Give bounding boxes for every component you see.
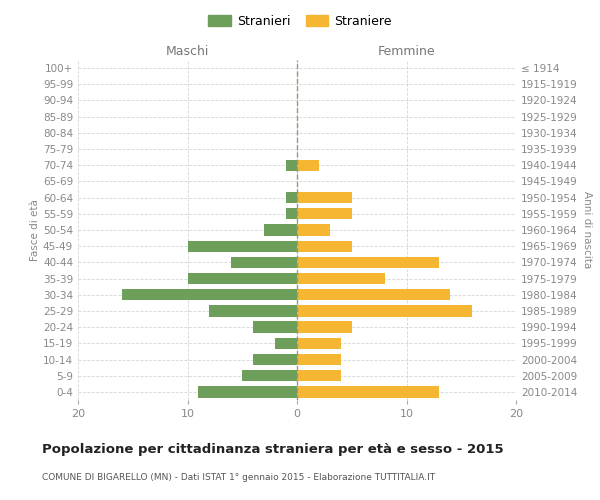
Bar [297,386,439,398]
Bar [297,338,341,349]
Bar [286,192,297,203]
Y-axis label: Fasce di età: Fasce di età [30,199,40,261]
Bar [253,354,297,365]
Bar [297,273,385,284]
Bar [253,322,297,333]
Bar [286,160,297,171]
Y-axis label: Anni di nascita: Anni di nascita [581,192,592,268]
Bar [187,273,297,284]
Text: Maschi: Maschi [166,44,209,58]
Bar [242,370,297,382]
Bar [122,289,297,300]
Bar [297,192,352,203]
Text: COMUNE DI BIGARELLO (MN) - Dati ISTAT 1° gennaio 2015 - Elaborazione TUTTITALIA.: COMUNE DI BIGARELLO (MN) - Dati ISTAT 1°… [42,472,435,482]
Bar [264,224,297,235]
Bar [297,240,352,252]
Bar [209,306,297,316]
Bar [286,208,297,220]
Bar [297,256,439,268]
Bar [297,306,472,316]
Bar [297,322,352,333]
Text: Popolazione per cittadinanza straniera per età e sesso - 2015: Popolazione per cittadinanza straniera p… [42,442,503,456]
Bar [297,370,341,382]
Bar [297,354,341,365]
Bar [232,256,297,268]
Bar [297,160,319,171]
Legend: Stranieri, Straniere: Stranieri, Straniere [205,11,395,32]
Bar [187,240,297,252]
Text: Femmine: Femmine [377,44,436,58]
Bar [199,386,297,398]
Bar [297,208,352,220]
Bar [297,289,450,300]
Bar [275,338,297,349]
Bar [297,224,330,235]
